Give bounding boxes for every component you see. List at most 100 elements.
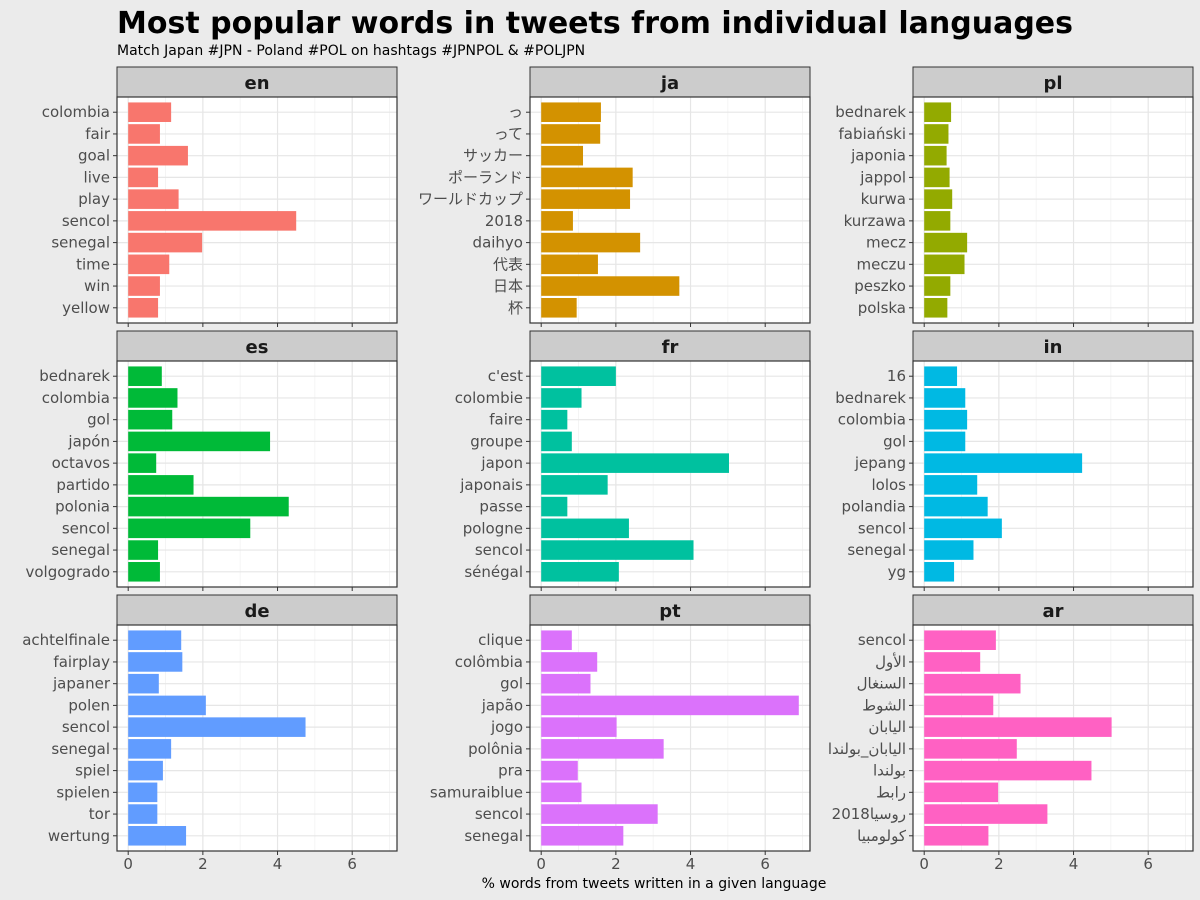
bar-ar-4 xyxy=(924,717,1112,737)
y-tick-label: kurzawa xyxy=(844,212,906,230)
y-tick-label: السنغال xyxy=(857,675,906,693)
bar-en-0 xyxy=(128,102,172,122)
bar-fr-2 xyxy=(541,409,568,430)
bar-ja-4 xyxy=(541,189,631,209)
bar-es-0 xyxy=(128,366,162,386)
bar-pl-6 xyxy=(924,232,968,253)
bar-fr-7 xyxy=(541,518,629,539)
bar-ar-9 xyxy=(924,826,989,846)
y-tick-label: tor xyxy=(89,805,111,823)
y-tick-label: sénégal xyxy=(464,563,523,581)
bar-ja-1 xyxy=(541,124,601,144)
bar-pt-0 xyxy=(541,630,572,650)
bar-ar-1 xyxy=(924,652,981,672)
y-tick-label: c'est xyxy=(488,367,523,385)
bar-es-4 xyxy=(128,453,157,473)
bar-fr-1 xyxy=(541,388,582,408)
bar-ar-0 xyxy=(924,630,996,650)
bar-en-6 xyxy=(128,232,203,253)
bar-fr-8 xyxy=(541,540,694,560)
bar-fr-0 xyxy=(541,366,616,386)
y-tick-label: japaner xyxy=(52,675,111,693)
bar-ja-2 xyxy=(541,145,584,166)
y-tick-label: كولومبيا xyxy=(857,827,907,845)
y-tick-label: colombia xyxy=(838,411,906,429)
bar-ar-8 xyxy=(924,804,1048,824)
y-tick-label: colombie xyxy=(455,389,523,407)
panel-strip-label: ja xyxy=(660,73,679,94)
panel-strip xyxy=(912,66,1194,98)
y-tick-label: روسيا2018 xyxy=(832,805,906,823)
bar-in-4 xyxy=(924,453,1083,473)
y-tick-label: رابط xyxy=(876,783,906,801)
chart-subtitle: Match Japan #JPN - Poland #POL on hashta… xyxy=(117,43,585,59)
panel-border xyxy=(529,624,811,852)
y-tick-label: pologne xyxy=(463,519,523,537)
y-tick-label: senegal xyxy=(51,541,110,559)
y-tick-label: play xyxy=(78,190,110,208)
y-tick-label: polandia xyxy=(842,498,906,516)
y-tick-label: polska xyxy=(858,299,906,317)
y-tick-label: っ xyxy=(508,103,523,121)
panel-de: de achtelfinale fairplay japaner polen sencol… xyxy=(22,594,398,873)
panel-strip-label: ar xyxy=(1042,601,1063,622)
panel-border xyxy=(116,360,398,588)
y-tick-label: pra xyxy=(498,762,523,780)
bar-in-0 xyxy=(924,366,958,386)
bar-en-9 xyxy=(128,298,159,318)
bar-in-3 xyxy=(924,431,966,452)
bar-en-1 xyxy=(128,124,160,144)
y-tick-label: japonia xyxy=(850,147,906,165)
panel-strip-label: es xyxy=(246,337,269,358)
panel-en: en colombia fair goal live play sencol senegal t… xyxy=(42,66,398,327)
bar-pl-7 xyxy=(924,254,965,275)
panel-border xyxy=(116,96,398,324)
y-tick-label: ポーランド xyxy=(448,168,523,186)
bar-de-7 xyxy=(128,782,158,803)
panel-pl: pl bednarek fabiański japonia jappol kurwa kur… xyxy=(835,66,1194,327)
bar-en-7 xyxy=(128,254,170,275)
y-tick-label: colombia xyxy=(42,103,110,121)
y-tick-label: gol xyxy=(500,675,523,693)
x-tick-label: 6 xyxy=(760,855,770,873)
y-tick-label: サッカー xyxy=(463,147,523,165)
y-tick-label: win xyxy=(84,277,110,295)
bar-pl-1 xyxy=(924,124,949,144)
bar-en-2 xyxy=(128,145,188,166)
y-tick-label: wertung xyxy=(48,827,110,845)
y-tick-label: samuraiblue xyxy=(430,783,523,801)
panel-ar: ar sencol الأول السنغال الشوط اليابان اليابان_… xyxy=(828,594,1194,873)
bar-es-7 xyxy=(128,518,251,539)
panel-strip-label: en xyxy=(244,73,269,94)
panel-border xyxy=(912,96,1194,324)
bar-ar-2 xyxy=(924,673,1021,694)
bar-de-1 xyxy=(128,652,183,672)
y-tick-label: lolos xyxy=(871,476,906,494)
bar-ja-0 xyxy=(541,102,601,122)
bar-de-9 xyxy=(128,826,187,846)
bar-en-5 xyxy=(128,211,297,231)
x-tick-label: 0 xyxy=(919,855,929,873)
y-tick-label: daihyo xyxy=(473,234,523,252)
y-tick-label: 日本 xyxy=(493,277,523,295)
y-tick-label: clique xyxy=(478,631,523,649)
panel-strip xyxy=(116,66,398,98)
bar-de-0 xyxy=(128,630,182,650)
y-tick-label: bednarek xyxy=(835,103,906,121)
panel-border xyxy=(912,624,1194,852)
bar-es-6 xyxy=(128,496,289,517)
y-tick-label: volgogrado xyxy=(26,563,111,581)
bar-pt-5 xyxy=(541,739,664,759)
y-tick-label: 2018 xyxy=(485,212,523,230)
bar-de-3 xyxy=(128,695,206,716)
y-tick-label: jepang xyxy=(854,454,906,472)
x-tick-label: 6 xyxy=(1143,855,1153,873)
bar-in-9 xyxy=(924,562,955,582)
y-tick-label: polônia xyxy=(468,740,523,758)
y-tick-label: الأول xyxy=(875,652,906,671)
y-tick-label: sencol xyxy=(858,519,906,537)
bar-ja-7 xyxy=(541,254,598,275)
bar-pt-1 xyxy=(541,652,598,672)
